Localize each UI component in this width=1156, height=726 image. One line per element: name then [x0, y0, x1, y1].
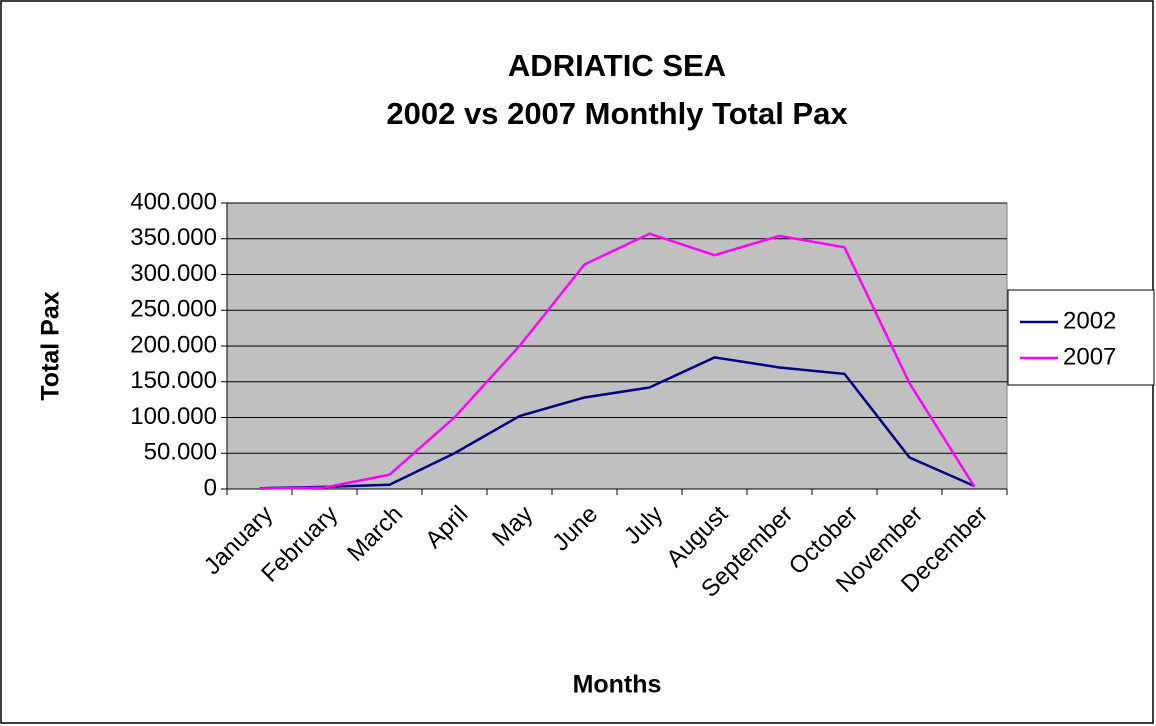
y-tick-label: 400.000	[130, 188, 217, 215]
legend-label: 2007	[1063, 343, 1116, 370]
legend	[1007, 289, 1155, 386]
legend-label: 2002	[1063, 307, 1116, 334]
y-tick-label: 0	[204, 474, 217, 501]
y-tick-label: 200.000	[130, 331, 217, 358]
series-line	[259, 356, 976, 490]
y-axis-label: Total Pax	[37, 291, 65, 400]
y-tick-label: 100.000	[130, 403, 217, 430]
chart-title: ADRIATIC SEA	[508, 48, 726, 83]
y-tick-label: 150.000	[130, 367, 217, 394]
chart-subtitle: 2002 vs 2007 Monthly Total Pax	[386, 96, 848, 131]
y-tick-label: 250.000	[130, 296, 217, 323]
y-tick-label: 50.000	[144, 439, 217, 466]
y-tick-label: 300.000	[130, 260, 217, 287]
y-tick-label: 350.000	[130, 224, 217, 251]
x-axis-label: Months	[573, 671, 662, 699]
series-line	[259, 232, 976, 490]
